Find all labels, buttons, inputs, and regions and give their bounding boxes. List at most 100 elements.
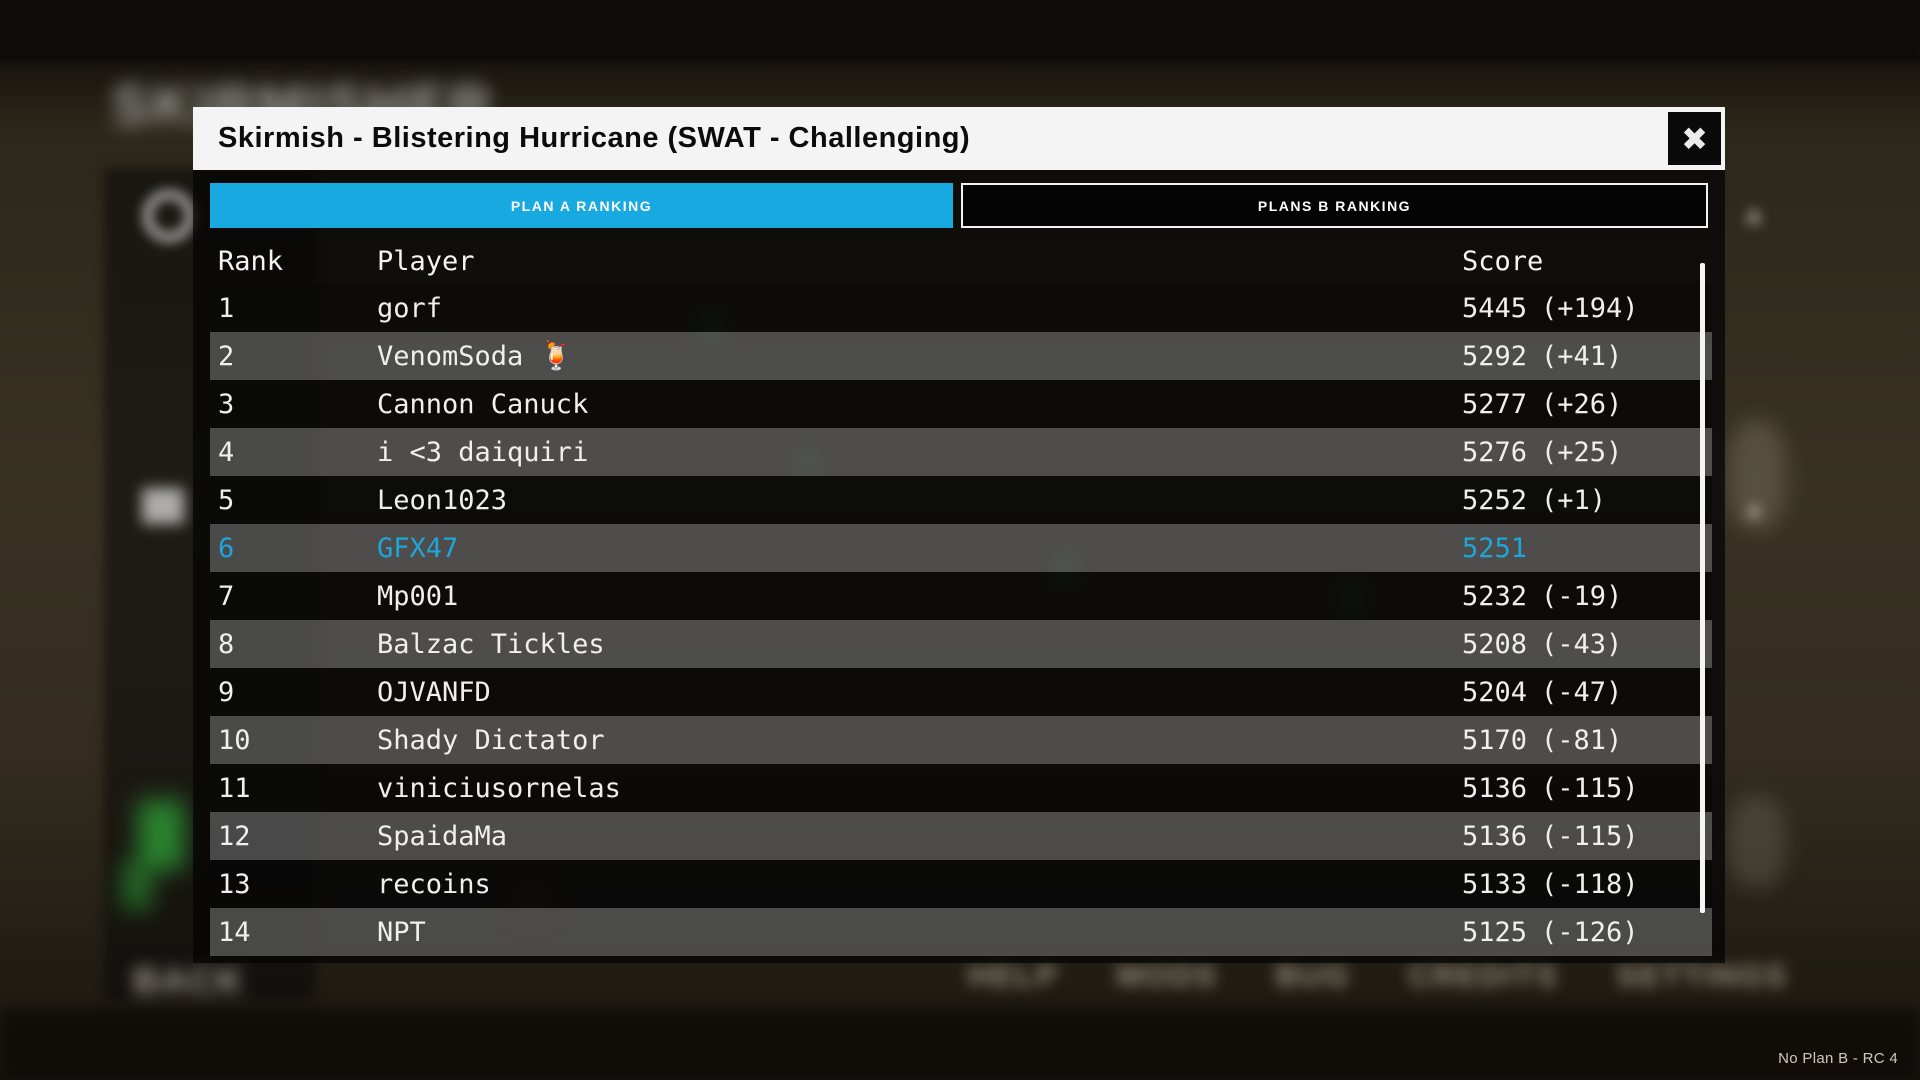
table-row[interactable]: 4 i <3 daiquiri 5276 (+25) [210, 428, 1712, 476]
table-scrollbar[interactable] [1700, 263, 1705, 913]
table-row[interactable]: 7 Mp001 5232 (-19) [210, 572, 1712, 620]
footer-menu-bug: BUG [1275, 958, 1351, 993]
rank-cell: 6 [218, 532, 235, 564]
rank-cell: 8 [218, 628, 235, 660]
rank-cell: 4 [218, 436, 235, 468]
score-delta: (-115) [1541, 820, 1639, 852]
score-value: 5170 [1462, 724, 1528, 756]
rank-cell: 12 [218, 820, 251, 852]
scroll-up-arrow-icon: ▲ [1740, 492, 1768, 523]
back-button-label: BACK [133, 960, 245, 1001]
player-cell: SpaidaMa [377, 820, 508, 852]
score-cell: 5232 (-19) [1462, 581, 1712, 612]
footer-menu-settings: SETTINGS [1616, 958, 1788, 993]
table-row[interactable]: 6 GFX47 5251 [210, 524, 1712, 572]
table-row[interactable]: 5 Leon1023 5252 (+1) [210, 476, 1712, 524]
score-value: 5277 [1462, 388, 1528, 420]
table-row[interactable]: 14 NPT 5125 (-126) [210, 908, 1712, 956]
score-delta: (-81) [1541, 724, 1623, 756]
background-blob [1728, 420, 1786, 530]
close-icon: ✖ [1681, 119, 1708, 158]
table-row[interactable]: 13 recoins 5133 (-118) [210, 860, 1712, 908]
rank-cell: 9 [218, 676, 235, 708]
footer-menu-credits: CREDITS [1408, 958, 1559, 993]
leaderboard-table: Rank Player Score 1 gorf 5445 (+194) 2 Ve… [210, 238, 1712, 956]
table-row[interactable]: 2 VenomSoda 🍹 5292 (+41) [210, 332, 1712, 380]
score-value: 5133 [1462, 868, 1528, 900]
score-delta: (-115) [1541, 772, 1639, 804]
version-label: No Plan B - RC 4 [1778, 1050, 1898, 1067]
player-cell: Shady Dictator [377, 724, 605, 756]
player-cell: NPT [377, 916, 426, 948]
gear-icon [143, 190, 195, 242]
player-cell: Leon1023 [377, 484, 508, 516]
column-header-player: Player [377, 245, 475, 277]
score-delta: (+194) [1541, 292, 1639, 324]
score-delta: (-126) [1541, 916, 1639, 948]
score-value: 5125 [1462, 916, 1528, 948]
score-cell: 5204 (-47) [1462, 677, 1712, 708]
player-cell: VenomSoda 🍹 [377, 341, 574, 372]
player-cell: i <3 daiquiri [377, 436, 589, 468]
sidebar-panel-icon [142, 488, 184, 524]
footer-menu-help: HELP [968, 958, 1059, 993]
background-bottom-strip [0, 1008, 1920, 1080]
player-cell: viniciusornelas [377, 772, 621, 804]
score-cell: 5292 (+41) [1462, 341, 1712, 372]
player-cell: GFX47 [377, 532, 459, 564]
score-delta: (+1) [1541, 484, 1607, 516]
rank-cell: 5 [218, 484, 235, 516]
score-value: 5136 [1462, 772, 1528, 804]
background-blob [1728, 796, 1786, 888]
player-cell: Cannon Canuck [377, 388, 589, 420]
score-cell: 5133 (-118) [1462, 869, 1712, 900]
leaderboard-body: 1 gorf 5445 (+194) 2 VenomSoda 🍹 5292 (+41… [210, 284, 1712, 956]
column-header-rank: Rank [218, 245, 284, 277]
tab-plans-b-ranking[interactable]: PLANS B RANKING [961, 183, 1708, 228]
rank-cell: 7 [218, 580, 235, 612]
score-cell: 5276 (+25) [1462, 437, 1712, 468]
score-cell: 5445 (+194) [1462, 293, 1712, 324]
score-value: 5204 [1462, 676, 1528, 708]
score-value: 5252 [1462, 484, 1528, 516]
score-cell: 5170 (-81) [1462, 725, 1712, 756]
score-delta: (-47) [1541, 676, 1623, 708]
player-cell: Mp001 [377, 580, 459, 612]
scroll-up-arrow-icon: ▲ [1740, 198, 1768, 229]
table-row[interactable]: 8 Balzac Tickles 5208 (-43) [210, 620, 1712, 668]
dialog-titlebar: Skirmish - Blistering Hurricane (SWAT - … [193, 107, 1725, 170]
rank-cell: 10 [218, 724, 251, 756]
table-row[interactable]: 3 Cannon Canuck 5277 (+26) [210, 380, 1712, 428]
background-chart-bar [122, 862, 152, 910]
score-delta: (-19) [1541, 580, 1623, 612]
leaderboard-panel: PLAN A RANKING PLANS B RANKING Rank Play… [193, 170, 1725, 963]
score-value: 5208 [1462, 628, 1528, 660]
score-delta: (+26) [1541, 388, 1623, 420]
table-row[interactable]: 10 Shady Dictator 5170 (-81) [210, 716, 1712, 764]
background-chart-bar [138, 800, 184, 870]
score-value: 5136 [1462, 820, 1528, 852]
ranking-tabbar: PLAN A RANKING PLANS B RANKING [210, 183, 1708, 228]
score-cell: 5136 (-115) [1462, 773, 1712, 804]
score-cell: 5277 (+26) [1462, 389, 1712, 420]
score-cell: 5125 (-126) [1462, 917, 1712, 948]
score-value: 5232 [1462, 580, 1528, 612]
score-delta: (+41) [1541, 340, 1623, 372]
rank-cell: 14 [218, 916, 251, 948]
score-cell: 5251 [1462, 533, 1712, 564]
player-cell: Balzac Tickles [377, 628, 605, 660]
score-cell: 5136 (-115) [1462, 821, 1712, 852]
rank-cell: 3 [218, 388, 235, 420]
column-header-score: Score [1462, 245, 1544, 277]
table-row[interactable]: 12 SpaidaMa 5136 (-115) [210, 812, 1712, 860]
table-row[interactable]: 1 gorf 5445 (+194) [210, 284, 1712, 332]
footer-menu-mods: MODS [1116, 958, 1218, 993]
close-button[interactable]: ✖ [1668, 112, 1721, 165]
dialog-title: Skirmish - Blistering Hurricane (SWAT - … [218, 122, 971, 154]
table-row[interactable]: 9 OJVANFD 5204 (-47) [210, 668, 1712, 716]
table-row[interactable]: 11 viniciusornelas 5136 (-115) [210, 764, 1712, 812]
score-value: 5251 [1462, 532, 1528, 564]
rank-cell: 1 [218, 292, 235, 324]
table-header-row: Rank Player Score [210, 238, 1712, 284]
tab-plan-a-ranking[interactable]: PLAN A RANKING [210, 183, 953, 228]
